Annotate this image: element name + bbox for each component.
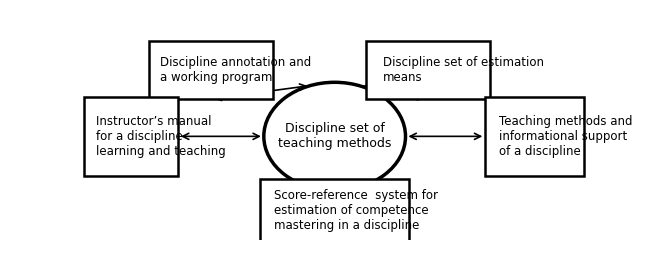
Text: Score-reference  system for
estimation of competence
mastering in a discipline: Score-reference system for estimation of…: [274, 189, 438, 232]
Text: Discipline set of
teaching methods: Discipline set of teaching methods: [278, 122, 391, 150]
FancyBboxPatch shape: [260, 179, 409, 241]
Text: Instructor’s manual
for a discipline
learning and teaching: Instructor’s manual for a discipline lea…: [96, 115, 225, 158]
Text: Discipline set of estimation
means: Discipline set of estimation means: [383, 56, 544, 84]
FancyBboxPatch shape: [366, 41, 490, 99]
FancyBboxPatch shape: [485, 97, 584, 176]
FancyBboxPatch shape: [149, 41, 273, 99]
Text: Discipline annotation and
a working program: Discipline annotation and a working prog…: [160, 56, 311, 84]
FancyBboxPatch shape: [84, 97, 178, 176]
Text: Teaching methods and
informational support
of a discipline: Teaching methods and informational suppo…: [499, 115, 633, 158]
